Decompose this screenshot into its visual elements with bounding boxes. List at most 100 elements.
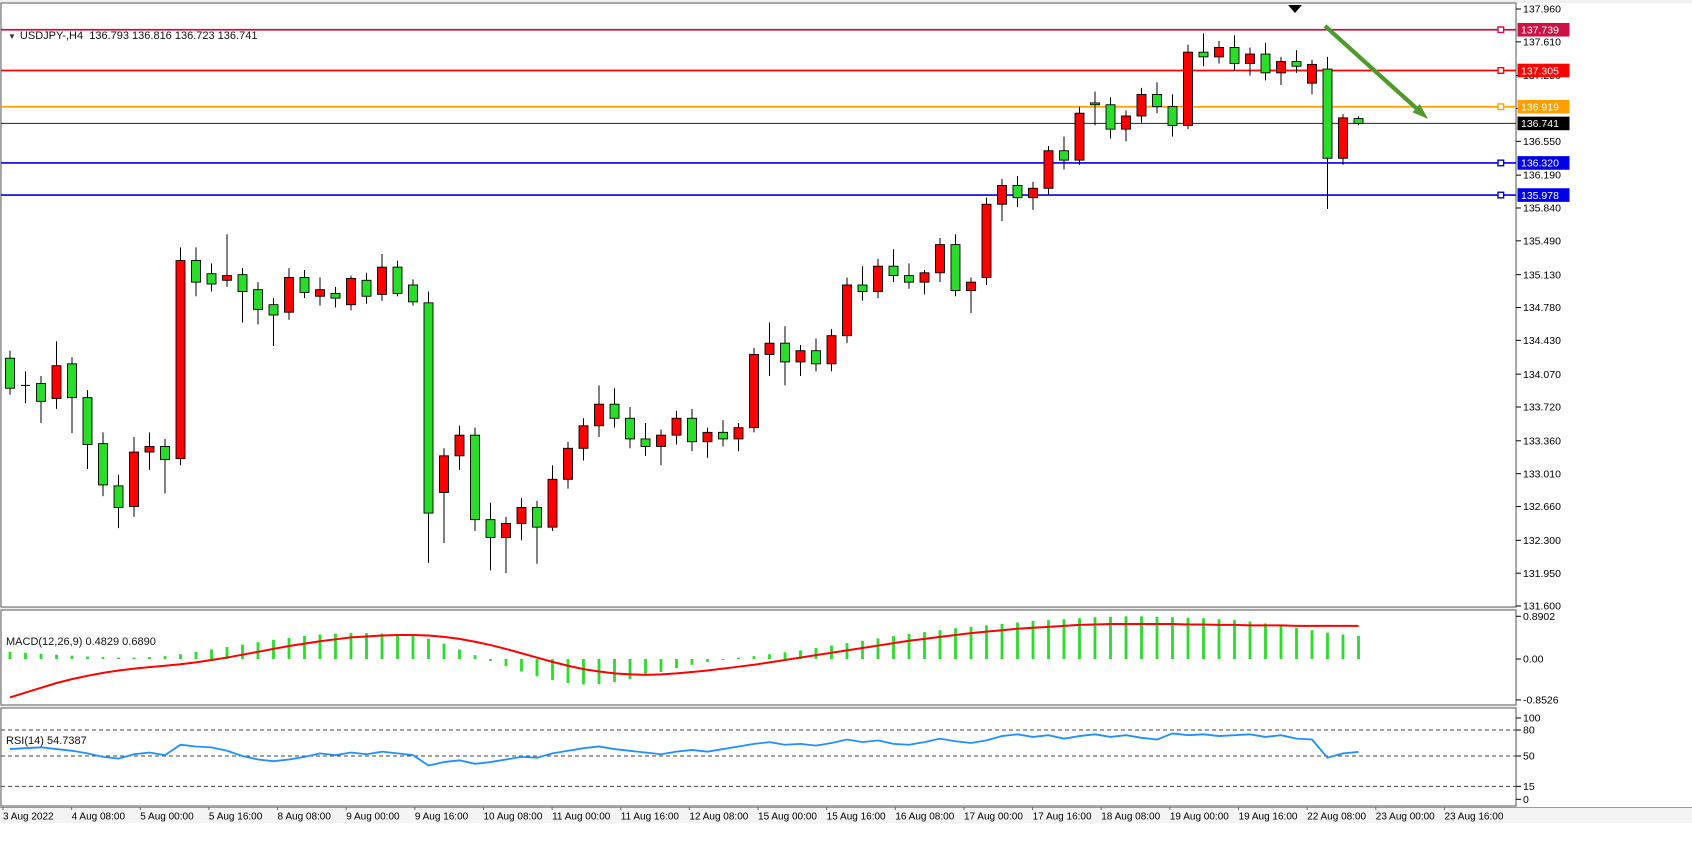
line-handle[interactable] — [1497, 26, 1505, 34]
candle-body — [1307, 63, 1317, 84]
macd-histogram-bar — [489, 659, 492, 661]
candle-body — [284, 277, 294, 313]
price-label-box — [1517, 188, 1570, 202]
candle-body — [733, 427, 744, 440]
macd-histogram-bar — [380, 633, 384, 659]
macd-histogram-bar — [1186, 617, 1190, 659]
chart-symbol-timeframe: USDJPY-,H4 — [19, 30, 84, 42]
macd-histogram-bar — [675, 659, 678, 669]
axis-tick-label: 134.070 — [1523, 369, 1561, 381]
macd-histogram-bar — [24, 652, 27, 659]
candle-body — [888, 265, 899, 277]
trend-arrow-head[interactable] — [1412, 104, 1428, 119]
candle-body — [1214, 47, 1224, 58]
chart-shift-marker[interactable] — [1288, 5, 1302, 13]
candle-body — [160, 445, 170, 461]
candle-body — [5, 357, 15, 389]
axis-tick-label: 132.300 — [1523, 535, 1561, 547]
axis-tick-label: 0.00 — [1523, 654, 1544, 666]
macd-histogram-bar — [520, 659, 523, 672]
axis-tick-label: 80 — [1523, 725, 1535, 737]
axis-tick-label: 133.360 — [1523, 435, 1561, 447]
macd-histogram-bar — [1171, 617, 1174, 659]
candle-body — [1322, 68, 1333, 159]
candlestick-series — [5, 33, 1364, 574]
macd-histogram-bar — [613, 659, 616, 683]
axis-tick-label: 15 — [1523, 781, 1535, 793]
macd-histogram-bar — [86, 656, 89, 659]
candle-body — [919, 272, 930, 283]
chart-title[interactable]: ▼ USDJPY-,H4 136.793 136.816 136.723 136.… — [8, 30, 257, 42]
candle-body — [950, 244, 961, 292]
axis-tick-label: 131.600 — [1523, 601, 1561, 613]
price-label-box — [1517, 116, 1570, 131]
candle-body — [904, 275, 914, 283]
axis-tick-label: 135.840 — [1523, 203, 1561, 215]
horizontal-lines[interactable] — [1, 26, 1516, 199]
price-label-text: 136.919 — [1521, 102, 1559, 114]
candle-body — [392, 266, 403, 294]
candle-body — [671, 417, 682, 436]
candle-body — [981, 203, 992, 278]
candle-body — [82, 397, 93, 446]
axis-background — [1517, 3, 1692, 807]
candle-body — [377, 266, 387, 295]
axis-tick-label: 136.190 — [1523, 170, 1561, 182]
candle-body — [129, 451, 139, 507]
macd-histogram-bar — [1248, 621, 1252, 659]
macd-histogram-bar — [907, 634, 911, 659]
candle-body — [144, 445, 155, 453]
candle-body — [935, 244, 945, 274]
candle-body — [1136, 93, 1147, 117]
collapse-icon[interactable]: ▼ — [8, 32, 16, 41]
line-handle[interactable] — [1497, 159, 1505, 167]
price-label-box — [1517, 99, 1570, 114]
axis-tick-label: 133.010 — [1523, 468, 1561, 480]
candle-body — [1245, 53, 1255, 64]
macd-histogram-bar — [1031, 621, 1035, 659]
time-tick-label: 17 Aug 16:00 — [1033, 812, 1092, 823]
time-tick-label: 22 Aug 08:00 — [1307, 812, 1366, 823]
main-price-panel[interactable] — [0, 2, 1517, 608]
macd-histogram-bar — [938, 630, 942, 659]
line-handle[interactable] — [1497, 103, 1505, 111]
line-handle[interactable] — [1497, 66, 1505, 74]
candle-body — [268, 304, 279, 316]
candle-body — [1291, 61, 1302, 67]
macd-histogram-bar — [954, 628, 957, 659]
macd-histogram-bar — [117, 657, 120, 659]
macd-histogram-bar — [55, 654, 58, 659]
candle-body — [578, 425, 589, 449]
candle-body — [408, 284, 418, 303]
macd-histogram-bar — [225, 647, 229, 659]
time-tick-label: 15 Aug 16:00 — [827, 812, 886, 823]
candle-body — [687, 417, 697, 443]
price-label-box — [1517, 156, 1570, 170]
candle-body — [547, 478, 558, 528]
candle-body — [1198, 51, 1209, 58]
macd-histogram-bar — [1357, 635, 1360, 659]
macd-histogram-bar — [1264, 623, 1267, 659]
time-tick-label: 5 Aug 00:00 — [140, 812, 194, 823]
macd-histogram-bar — [892, 635, 895, 659]
candle-body — [1105, 104, 1116, 130]
axis-tick-label: 133.720 — [1523, 402, 1561, 414]
price-chart[interactable]: 137.960137.610137.250136.900136.550136.1… — [0, 0, 1692, 823]
axis-tick-label: 0.8902 — [1523, 611, 1555, 623]
time-axis[interactable]: 3 Aug 2022 4 Aug 08:00 5 Aug 00:00 5 Aug 16… — [2, 807, 1504, 823]
candle-body — [315, 289, 325, 297]
macd-histogram-bar — [179, 654, 182, 659]
axis-tick-label: 134.430 — [1523, 335, 1561, 347]
candle-body — [1090, 102, 1100, 106]
line-handle[interactable] — [1497, 191, 1505, 199]
price-label-text: 136.320 — [1521, 158, 1559, 170]
macd-histogram-bar — [458, 649, 461, 659]
time-tick-label: 9 Aug 00:00 — [346, 812, 400, 823]
price-label-text: 137.739 — [1521, 25, 1559, 37]
trend-arrow[interactable] — [1323, 24, 1418, 110]
rsi-panel[interactable] — [0, 707, 1517, 807]
price-axis[interactable]: 137.960137.610137.250136.900136.550136.1… — [1516, 4, 1570, 613]
macd-histogram-bar — [473, 655, 477, 659]
axis-tick-label: 0 — [1523, 794, 1529, 806]
